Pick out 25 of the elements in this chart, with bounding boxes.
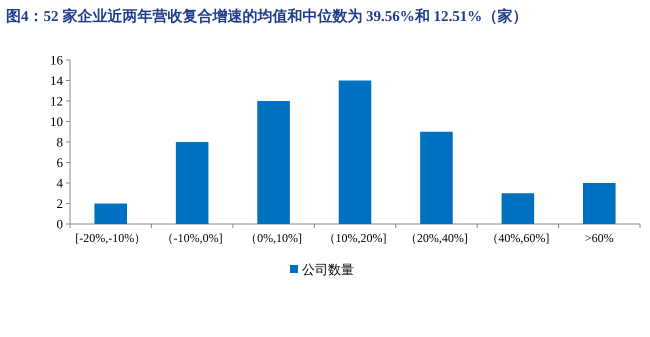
y-tick-label: 16 [50, 52, 64, 68]
x-tick-label: [-20%,-10%） [75, 231, 146, 245]
y-tick-label: 6 [56, 155, 64, 170]
y-tick-label: 12 [50, 94, 63, 108]
bar [338, 80, 372, 224]
x-tick-label: （10%,20%] [324, 231, 386, 245]
x-tick-label: （0%,10%] [245, 231, 302, 245]
y-tick-label: 0 [56, 216, 63, 232]
bar [94, 204, 127, 224]
bar [257, 101, 290, 224]
x-tick-label: >60% [584, 231, 614, 245]
legend-label: 公司数量 [302, 262, 354, 277]
x-tick-label: （40%,60%] [486, 231, 550, 245]
bar [583, 183, 616, 224]
bar [502, 193, 534, 224]
y-tick-label: 8 [56, 134, 63, 150]
x-tick-label: （-10%,0%] [162, 231, 223, 245]
y-tick-label: 14 [50, 73, 64, 88]
y-tick-label: 4 [56, 176, 64, 190]
bar [420, 132, 453, 224]
x-tick-label: （20%,40%] [404, 231, 468, 245]
bar [176, 142, 208, 224]
y-tick-label: 10 [50, 114, 63, 129]
chart-title: 图4：52 家企业近两年营收复合增速的均值和中位数为 39.56%和 12.51%（家） [6, 7, 528, 25]
y-tick-label: 2 [56, 196, 63, 211]
